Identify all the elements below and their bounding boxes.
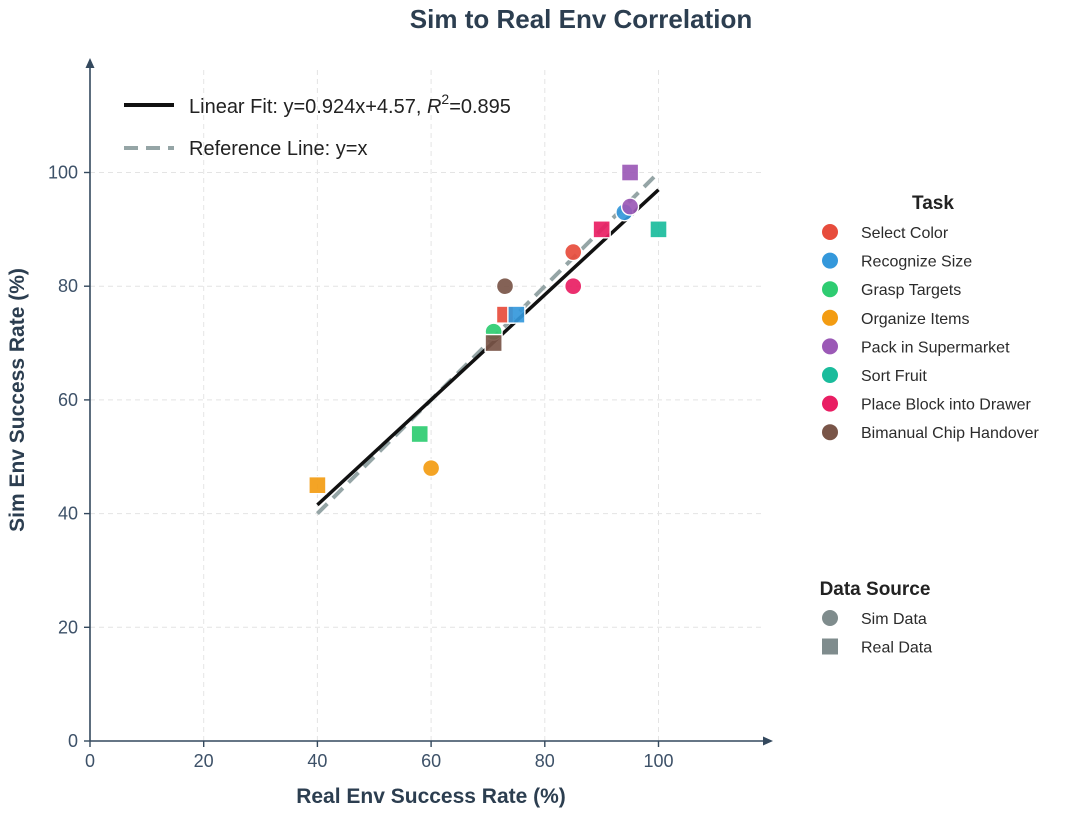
grid: [90, 66, 765, 741]
x-tick-label: 80: [535, 751, 555, 771]
task-legend-marker-bimanual-chip-handover: [822, 424, 838, 441]
y-tick-label: 80: [58, 276, 78, 296]
y-tick-label: 100: [48, 163, 78, 183]
y-tick-label: 40: [58, 504, 78, 524]
source-legend-marker-real-data: [822, 638, 838, 655]
x-tick-label: 0: [85, 751, 95, 771]
x-tick-label: 100: [643, 751, 673, 771]
fit-legend-label: Linear Fit: y=0.924x+4.57, R2=0.895: [189, 91, 511, 118]
source-legend-title: Data Source: [820, 579, 931, 600]
task-legend-label-sort-fruit: Sort Fruit: [861, 368, 927, 385]
x-axis-arrow: [763, 736, 773, 746]
fit-legend-prefix: Linear Fit: y=0.924x+4.57,: [189, 96, 427, 118]
source-legend-label-sim-data: Sim Data: [861, 611, 927, 628]
real-point-grasp-targets: [410, 424, 429, 444]
task-legend-label-recognize-size: Recognize Size: [861, 254, 972, 271]
x-tick-label: 40: [307, 751, 327, 771]
sim-point-place-block-into-drawer: [564, 277, 583, 296]
y-tick-label: 20: [58, 617, 78, 637]
task-legend-label-bimanual-chip-handover: Bimanual Chip Handover: [861, 425, 1040, 442]
source-legend: Data Source Sim Data Real Data: [820, 579, 933, 657]
real-point-bimanual-chip-handover: [484, 333, 503, 353]
x-tick-label: 20: [194, 751, 214, 771]
axes: [85, 58, 773, 746]
task-legend-label-select-color: Select Color: [861, 225, 949, 242]
sim-point-select-color: [564, 242, 583, 262]
task-legend-label-place-block-into-drawer: Place Block into Drawer: [861, 397, 1032, 414]
x-axis-label: Real Env Success Rate (%): [296, 785, 566, 808]
task-legend-marker-select-color: [822, 224, 838, 240]
real-point-organize-items: [308, 475, 327, 495]
sim-point-pack-in-supermarket: [620, 197, 640, 216]
chart-title: Sim to Real Env Correlation: [410, 4, 752, 34]
ref-legend-label: Reference Line: y=x: [189, 138, 367, 160]
task-legend-label-organize-items: Organize Items: [861, 311, 969, 328]
task-legend: Task Select Color Recognize Size Grasp Tar…: [822, 193, 1040, 442]
sim-point-bimanual-chip-handover: [495, 277, 515, 296]
task-legend-marker-organize-items: [822, 309, 838, 326]
x-tick-label: 60: [421, 751, 441, 771]
source-legend-marker-sim-data: [822, 610, 838, 626]
sim-point-organize-items: [421, 458, 441, 478]
task-legend-title: Task: [912, 193, 954, 214]
y-axis-arrow: [85, 58, 95, 68]
task-legend-marker-place-block-into-drawer: [822, 395, 838, 412]
task-legend-marker-recognize-size: [822, 252, 838, 269]
real-point-recognize-size: [507, 305, 526, 324]
fit-legend-r-value: =0.895: [449, 96, 511, 118]
y-tick-label: 60: [58, 390, 78, 410]
data-points: [308, 163, 668, 495]
y-ticks: 0 20 40 60 80 100: [48, 163, 90, 751]
real-point-place-block-into-drawer: [592, 220, 611, 239]
source-legend-label-real-data: Real Data: [861, 640, 932, 657]
real-point-sort-fruit: [649, 220, 668, 239]
task-legend-label-pack-in-supermarket: Pack in Supermarket: [861, 339, 1010, 356]
x-ticks: 0 20 40 60 80 100: [85, 741, 674, 771]
fit-legend: Linear Fit: y=0.924x+4.57, R2=0.895 Refe…: [124, 91, 511, 160]
fit-legend-r-exp: 2: [441, 91, 449, 107]
task-legend-marker-pack-in-supermarket: [822, 338, 838, 355]
y-tick-label: 0: [68, 731, 78, 751]
task-legend-marker-grasp-targets: [822, 281, 838, 298]
y-axis-label: Sim Env Success Rate (%): [6, 268, 29, 532]
task-legend-label-grasp-targets: Grasp Targets: [861, 282, 961, 299]
fit-legend-r-symbol: R: [427, 96, 441, 118]
real-point-pack-in-supermarket: [620, 163, 640, 182]
task-legend-marker-sort-fruit: [822, 367, 838, 383]
